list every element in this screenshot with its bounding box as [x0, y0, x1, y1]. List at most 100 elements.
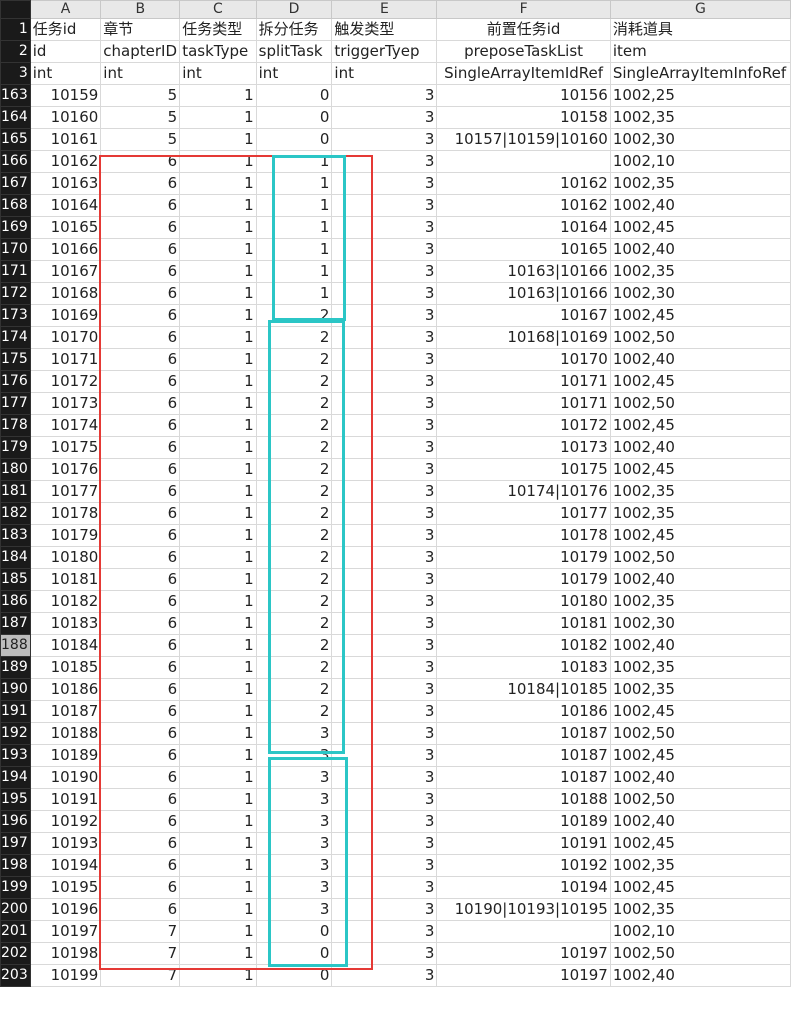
cell[interactable]: splitTask: [255, 40, 333, 63]
cell[interactable]: 3: [255, 876, 333, 899]
cell[interactable]: 1: [179, 942, 257, 965]
cell[interactable]: 3: [331, 172, 438, 195]
cell[interactable]: 10174|10176: [436, 480, 611, 503]
cell[interactable]: 1: [179, 810, 257, 833]
cell[interactable]: 3: [255, 898, 333, 921]
cell[interactable]: 10186: [29, 678, 102, 701]
cell[interactable]: 3: [331, 348, 438, 371]
cell[interactable]: 2: [255, 700, 333, 723]
cell[interactable]: 3: [331, 238, 438, 261]
cell[interactable]: [436, 150, 611, 173]
cell[interactable]: 章节: [100, 18, 181, 41]
cell[interactable]: 6: [100, 436, 181, 459]
column-header-f[interactable]: F: [436, 0, 611, 19]
cell[interactable]: 10190|10193|10195: [436, 898, 611, 921]
cell[interactable]: 10184: [29, 634, 102, 657]
row-number[interactable]: 194: [0, 766, 31, 789]
cell[interactable]: 6: [100, 678, 181, 701]
cell[interactable]: 1: [255, 150, 333, 173]
cell[interactable]: 1: [179, 370, 257, 393]
row-number[interactable]: 181: [0, 480, 31, 503]
cell[interactable]: 10199: [29, 964, 102, 987]
cell[interactable]: 1: [179, 722, 257, 745]
cell[interactable]: 10182: [436, 634, 611, 657]
cell[interactable]: 6: [100, 568, 181, 591]
cell[interactable]: 10163|10166: [436, 282, 611, 305]
cell[interactable]: 10189: [436, 810, 611, 833]
cell[interactable]: 6: [100, 788, 181, 811]
cell[interactable]: 0: [255, 106, 333, 129]
cell[interactable]: 10181: [29, 568, 102, 591]
row-number[interactable]: 168: [0, 194, 31, 217]
cell[interactable]: 10177: [29, 480, 102, 503]
cell[interactable]: 1002,35: [609, 106, 791, 129]
cell[interactable]: 10193: [29, 832, 102, 855]
row-number[interactable]: 198: [0, 854, 31, 877]
cell[interactable]: 2: [255, 304, 333, 327]
cell[interactable]: 5: [100, 84, 181, 107]
cell[interactable]: 1: [179, 612, 257, 635]
cell[interactable]: 6: [100, 524, 181, 547]
cell[interactable]: 1002,45: [609, 458, 791, 481]
cell[interactable]: 1002,50: [609, 546, 791, 569]
row-number[interactable]: 184: [0, 546, 31, 569]
cell[interactable]: 10192: [29, 810, 102, 833]
cell[interactable]: 10170: [29, 326, 102, 349]
cell[interactable]: [436, 920, 611, 943]
cell[interactable]: 1002,35: [609, 590, 791, 613]
cell[interactable]: 1: [179, 590, 257, 613]
cell[interactable]: 10173: [29, 392, 102, 415]
column-header-d[interactable]: D: [255, 0, 333, 19]
cell[interactable]: 2: [255, 634, 333, 657]
cell[interactable]: 2: [255, 612, 333, 635]
row-number[interactable]: 178: [0, 414, 31, 437]
row-number[interactable]: 183: [0, 524, 31, 547]
cell[interactable]: 3: [331, 590, 438, 613]
row-number[interactable]: 167: [0, 172, 31, 195]
cell[interactable]: 10172: [29, 370, 102, 393]
cell[interactable]: 3: [331, 634, 438, 657]
row-number[interactable]: 188: [0, 634, 31, 657]
cell[interactable]: 10178: [29, 502, 102, 525]
cell[interactable]: 1: [255, 260, 333, 283]
cell[interactable]: 3: [255, 832, 333, 855]
row-number[interactable]: 173: [0, 304, 31, 327]
cell[interactable]: 3: [331, 964, 438, 987]
cell[interactable]: 10190: [29, 766, 102, 789]
cell[interactable]: 1: [179, 788, 257, 811]
cell[interactable]: 1: [179, 832, 257, 855]
cell[interactable]: 10162: [436, 172, 611, 195]
row-number[interactable]: 200: [0, 898, 31, 921]
cell[interactable]: 3: [331, 700, 438, 723]
cell[interactable]: 前置任务id: [436, 18, 611, 41]
cell[interactable]: 3: [331, 788, 438, 811]
cell[interactable]: 3: [331, 810, 438, 833]
row-number[interactable]: 190: [0, 678, 31, 701]
cell[interactable]: 2: [255, 568, 333, 591]
cell[interactable]: 10192: [436, 854, 611, 877]
cell[interactable]: 6: [100, 304, 181, 327]
cell[interactable]: 1: [179, 216, 257, 239]
cell[interactable]: 1: [255, 238, 333, 261]
row-number[interactable]: 165: [0, 128, 31, 151]
cell[interactable]: 2: [255, 546, 333, 569]
cell[interactable]: 10169: [29, 304, 102, 327]
cell[interactable]: 1002,40: [609, 568, 791, 591]
cell[interactable]: 6: [100, 612, 181, 635]
cell[interactable]: 6: [100, 282, 181, 305]
row-number[interactable]: 3: [0, 62, 31, 85]
row-number[interactable]: 185: [0, 568, 31, 591]
cell[interactable]: 1: [179, 502, 257, 525]
cell[interactable]: 3: [331, 326, 438, 349]
cell[interactable]: 3: [331, 854, 438, 877]
cell[interactable]: 10179: [29, 524, 102, 547]
cell[interactable]: 1: [179, 898, 257, 921]
cell[interactable]: 10184|10185: [436, 678, 611, 701]
row-number[interactable]: 166: [0, 150, 31, 173]
cell[interactable]: 6: [100, 480, 181, 503]
cell[interactable]: 1002,35: [609, 854, 791, 877]
cell[interactable]: 6: [100, 414, 181, 437]
cell[interactable]: 1: [179, 656, 257, 679]
cell[interactable]: 1: [255, 194, 333, 217]
cell[interactable]: 10163: [29, 172, 102, 195]
